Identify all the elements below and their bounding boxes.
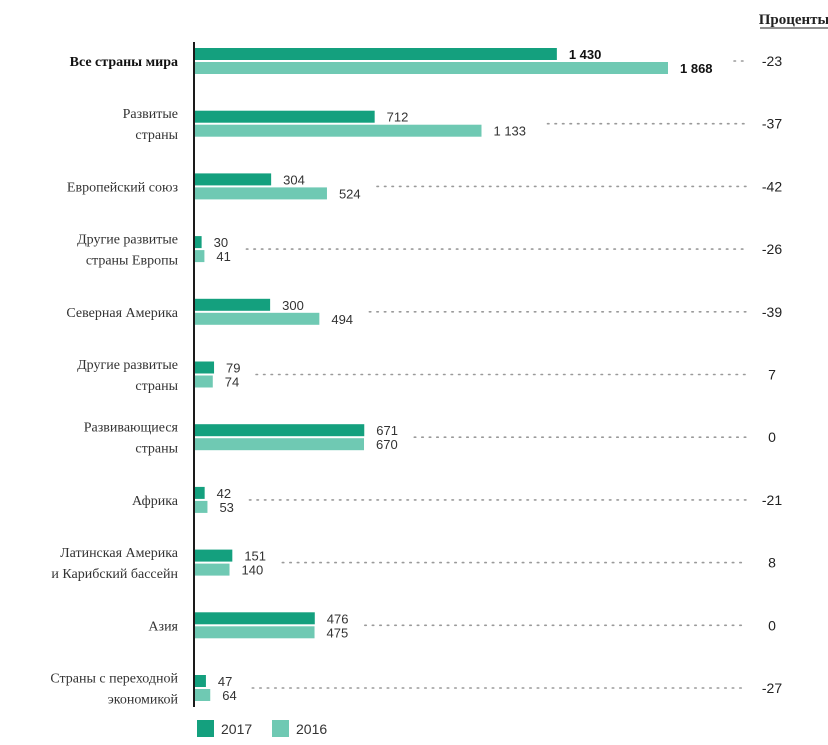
category-label-10-line-1: Азия [148, 619, 178, 634]
bar-2016-11 [194, 689, 211, 701]
bar-2016-6 [194, 375, 213, 388]
value-label-2017-7: 671 [376, 423, 398, 438]
category-label-7-line-2: страны [135, 442, 178, 457]
value-label-2017-3: 304 [283, 172, 305, 187]
bars [194, 48, 668, 701]
bar-2017-9 [194, 549, 233, 562]
bar-2016-10 [194, 626, 315, 639]
legend: 2017 2016 [197, 720, 327, 737]
bar-2016-7 [194, 438, 365, 451]
value-label-2016-4: 41 [216, 249, 230, 264]
category-label-9-line-1: Латинская Америка [60, 546, 179, 561]
category-label-4-line-2: страны Европы [86, 254, 179, 269]
bar-2017-5 [194, 298, 271, 311]
percent-change-2: -37 [762, 116, 782, 132]
category-labels: Все страны мира Развитые страны Европейский… [50, 55, 178, 708]
category-label-11-line-2: экономикой [108, 693, 179, 708]
bar-2016-5 [194, 312, 320, 325]
value-label-2016-3: 524 [339, 186, 361, 201]
bar-2016-3 [194, 187, 327, 200]
value-label-2016-6: 74 [225, 375, 239, 390]
bar-2016-9 [194, 563, 230, 576]
value-label-2017-8: 42 [217, 486, 231, 501]
value-label-2017-5: 300 [282, 298, 304, 313]
legend-swatch-2017 [197, 720, 214, 737]
value-label-2016-11: 64 [222, 688, 236, 703]
value-label-2016-1: 1 868 [680, 61, 713, 76]
bar-2017-2 [194, 110, 375, 123]
leader-lines [245, 60, 747, 689]
percent-change-5: -39 [762, 304, 782, 320]
value-label-2016-5: 494 [331, 312, 353, 327]
legend-label-2017: 2017 [221, 721, 252, 737]
category-label-7-line-1: Развивающиеся [84, 421, 179, 436]
percent-change-column: Проценты -23 -37 -42 -26 -39 7 0 -21 8 0 -27 [759, 12, 828, 696]
bar-2017-11 [194, 675, 206, 687]
value-label-2016-8: 53 [219, 500, 233, 515]
category-label-6-line-2: страны [135, 379, 178, 394]
percent-change-6: 7 [768, 367, 776, 383]
category-label-9-line-2: и Карибский бассейн [51, 567, 178, 582]
value-label-2017-9: 151 [244, 549, 266, 564]
percent-column-header: Проценты [759, 12, 828, 28]
category-label-5-line-1: Северная Америка [66, 306, 178, 321]
bar-2017-10 [194, 612, 315, 625]
legend-label-2016: 2016 [296, 721, 327, 737]
bar-2016-1 [194, 62, 668, 74]
legend-swatch-2016 [272, 720, 289, 737]
bar-2017-8 [194, 486, 205, 499]
category-label-3-line-1: Европейский союз [67, 180, 179, 195]
bar-2016-4 [194, 250, 205, 263]
percent-change-8: -21 [762, 492, 782, 508]
bar-2017-7 [194, 424, 365, 437]
percent-change-10: 0 [768, 617, 776, 633]
value-label-2016-10: 475 [327, 625, 349, 640]
percent-change-1: -23 [762, 53, 782, 69]
category-label-6-line-1: Другие развитые [77, 358, 178, 373]
bar-2017-4 [194, 236, 202, 249]
bar-2017-1 [194, 48, 557, 60]
value-label-2016-9: 140 [242, 563, 264, 578]
category-label-2-line-1: Развитые [123, 107, 178, 122]
value-label-2017-11: 47 [218, 674, 232, 689]
value-label-2017-6: 79 [226, 361, 240, 376]
bar-2016-8 [194, 500, 208, 513]
value-label-2017-2: 712 [387, 110, 409, 125]
value-label-2016-2: 1 133 [493, 124, 526, 139]
category-label-1-line-1: Все страны мира [70, 55, 178, 70]
bar-2016-2 [194, 124, 482, 137]
value-label-2016-7: 670 [376, 437, 398, 452]
category-label-8-line-1: Африка [132, 494, 179, 509]
percent-change-4: -26 [762, 241, 782, 257]
category-label-4-line-1: Другие развитые [77, 233, 178, 248]
bar-2017-6 [194, 361, 215, 374]
percent-change-7: 0 [768, 429, 776, 445]
value-label-2017-10: 476 [327, 611, 349, 626]
value-label-2017-4: 30 [214, 235, 228, 250]
category-label-11-line-1: Страны с переходной [50, 672, 178, 687]
percent-change-11: -27 [762, 680, 782, 696]
bar-2017-3 [194, 173, 272, 186]
value-label-2017-1: 1 430 [569, 47, 602, 62]
category-label-2-line-2: страны [135, 128, 178, 143]
percent-change-3: -42 [762, 178, 782, 194]
percent-change-9: 8 [768, 555, 776, 571]
